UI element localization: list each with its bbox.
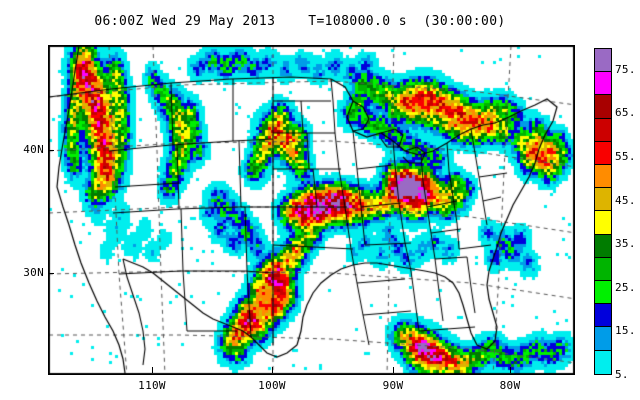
colorbar-tick-label-group: 75. 65. 55. 45. 35. 25. 15. 5. — [615, 40, 640, 385]
x-axis-tick-90W: 90W — [382, 379, 404, 392]
colorbar-band-25 — [595, 281, 611, 305]
x-tick-mark-90W — [393, 367, 394, 373]
map-plot-area[interactable] — [48, 45, 575, 375]
colorbar-band-65 — [595, 95, 611, 119]
colorbar[interactable] — [594, 48, 612, 375]
colorbar-tick-35: 35. — [615, 237, 636, 251]
colorbar-band-15 — [595, 327, 611, 351]
page-title: 06:00Z Wed 29 May 2013 T=108000.0 s (30:… — [94, 14, 506, 29]
colorbar-tick-15: 15. — [615, 324, 636, 338]
colorbar-band-60 — [595, 118, 611, 142]
colorbar-tick-75: 75. — [615, 62, 636, 76]
y-tick-mark-30N — [48, 273, 54, 274]
colorbar-band-75 — [595, 49, 611, 73]
x-axis-tick-80W: 80W — [499, 379, 521, 392]
colorbar-tick-65: 65. — [615, 106, 636, 120]
reflectivity-map-canvas[interactable] — [49, 46, 574, 374]
x-axis-tick-100W: 100W — [258, 379, 286, 392]
y-axis-tick-30N: 30N — [23, 266, 44, 279]
colorbar-tick-45: 45. — [615, 193, 636, 207]
colorbar-band-10 — [595, 350, 611, 374]
y-tick-mark-40N — [48, 150, 54, 151]
colorbar-band-70 — [595, 72, 611, 96]
colorbar-tick-55: 55. — [615, 150, 636, 163]
y-axis-tick-40N: 40N — [23, 143, 44, 156]
colorbar-tick-25: 25. — [615, 280, 636, 294]
colorbar-tick-5: 5. — [615, 368, 629, 381]
colorbar-band-30 — [595, 257, 611, 282]
x-tick-mark-100W — [272, 367, 273, 373]
x-tick-mark-110W — [152, 367, 153, 373]
colorbar-band-55 — [595, 141, 611, 166]
colorbar-band-45 — [595, 188, 611, 212]
colorbar-band-50 — [595, 165, 611, 189]
colorbar-band-20 — [595, 304, 611, 328]
colorbar-band-40 — [595, 211, 611, 235]
x-tick-mark-80W — [510, 367, 511, 373]
x-axis-tick-110W: 110W — [138, 379, 166, 392]
colorbar-band-35 — [595, 234, 611, 258]
